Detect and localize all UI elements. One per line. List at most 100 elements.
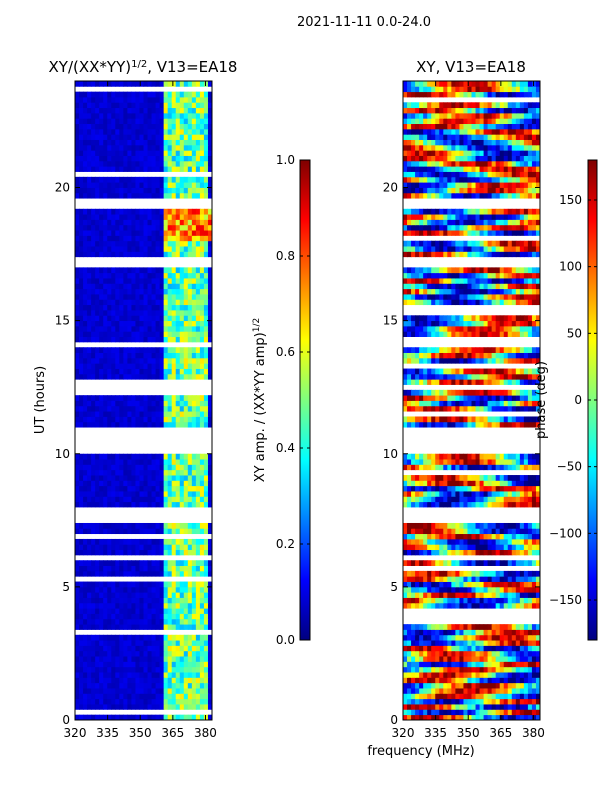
phase-cell <box>411 453 416 460</box>
amplitude-cell <box>87 150 92 156</box>
phase-cell <box>403 672 408 678</box>
amplitude-cell <box>151 608 157 614</box>
amplitude-cell <box>75 118 80 125</box>
amplitude-cell <box>151 485 157 492</box>
amplitude-cell <box>99 320 104 327</box>
phase-cell <box>451 576 456 582</box>
amplitude-cell <box>171 91 177 98</box>
phase-cell <box>491 656 497 662</box>
amplitude-cell <box>75 501 80 508</box>
amplitude-cell <box>155 411 161 417</box>
phase-cell <box>447 666 452 673</box>
amplitude-cell <box>123 294 128 300</box>
phase-cell <box>451 624 456 630</box>
phase-cell <box>475 650 481 657</box>
amplitude-cell <box>203 714 209 720</box>
amplitude-cell <box>147 176 153 183</box>
phase-cell <box>523 586 529 593</box>
amplitude-cell <box>107 139 112 146</box>
amplitude-cell <box>187 144 193 151</box>
amplitude-cell <box>179 464 185 471</box>
amplitude-cell <box>107 176 112 183</box>
amplitude-cell <box>187 102 193 109</box>
phase-cell <box>407 459 412 465</box>
phase-cell <box>467 416 473 423</box>
amplitude-cell <box>115 645 120 652</box>
phase-cell <box>527 528 533 535</box>
phase-cell <box>443 688 448 694</box>
amplitude-cell <box>179 235 185 242</box>
amplitude-cell <box>115 480 120 487</box>
phase-cell <box>419 576 424 582</box>
amplitude-cell <box>139 208 145 215</box>
amplitude-cell <box>83 405 88 412</box>
amplitude-cell <box>91 363 96 369</box>
phase-cell <box>411 395 416 401</box>
amplitude-cell <box>123 682 128 689</box>
phase-cell <box>495 501 501 508</box>
amplitude-cell <box>167 613 173 620</box>
amplitude-cell <box>91 549 96 556</box>
phase-cell <box>435 645 440 652</box>
amplitude-cell <box>83 283 88 290</box>
phase-cell <box>519 416 525 423</box>
amplitude-cell <box>187 192 193 199</box>
amplitude-cell <box>87 112 92 119</box>
phase-cell <box>519 656 525 662</box>
amplitude-cell <box>191 602 197 609</box>
amplitude-cell <box>175 219 181 226</box>
phase-cell <box>503 688 509 694</box>
amplitude-cell <box>115 320 120 327</box>
amplitude-cell <box>175 267 181 274</box>
phase-cell <box>403 576 408 582</box>
phase-cell <box>471 581 477 588</box>
phase-cell <box>451 656 456 662</box>
amplitude-cell <box>135 144 141 151</box>
amplitude-cell <box>151 411 157 417</box>
phase-cell <box>483 709 489 716</box>
phase-cell <box>443 480 448 487</box>
amplitude-cell <box>151 352 157 359</box>
amplitude-cell <box>119 650 124 657</box>
amplitude-cell <box>199 91 205 98</box>
amplitude-cell <box>91 128 96 135</box>
amplitude-cell <box>107 677 112 684</box>
amplitude-cell <box>83 661 88 668</box>
amplitude-cell <box>91 634 96 641</box>
phase-cell <box>503 538 509 545</box>
phase-cell <box>411 538 416 545</box>
amplitude-cell <box>115 704 120 710</box>
amplitude-cell <box>171 464 177 471</box>
amplitude-cell <box>199 309 205 316</box>
amplitude-cell <box>87 613 92 620</box>
amplitude-cell <box>135 331 141 337</box>
phase-cell <box>427 475 432 481</box>
phase-cell <box>443 693 448 700</box>
amplitude-cell <box>183 112 189 119</box>
amplitude-cell <box>151 682 157 689</box>
phase-cell <box>439 379 444 385</box>
phase-cell <box>443 533 448 540</box>
amplitude-cell <box>91 336 96 343</box>
amplitude-cell <box>143 618 149 625</box>
amplitude-cell <box>191 139 197 146</box>
phase-cell <box>531 634 537 641</box>
phase-cell <box>411 533 416 540</box>
amplitude-cell <box>171 613 177 620</box>
amplitude-cell <box>195 123 201 130</box>
phase-cell <box>427 459 432 465</box>
phase-cell <box>455 688 461 694</box>
amplitude-cell <box>155 592 161 598</box>
amplitude-cell <box>95 187 100 194</box>
phase-cell <box>403 688 408 694</box>
amplitude-cell <box>179 246 185 252</box>
amplitude-cell <box>171 666 177 673</box>
amplitude-cell <box>159 650 165 657</box>
amplitude-cell <box>111 698 116 705</box>
amplitude-cell <box>135 688 141 694</box>
amplitude-cell <box>207 666 212 673</box>
amplitude-cell <box>195 491 201 497</box>
phase-cell <box>407 714 412 720</box>
amplitude-cell <box>135 283 141 290</box>
phase-cell <box>475 634 481 641</box>
